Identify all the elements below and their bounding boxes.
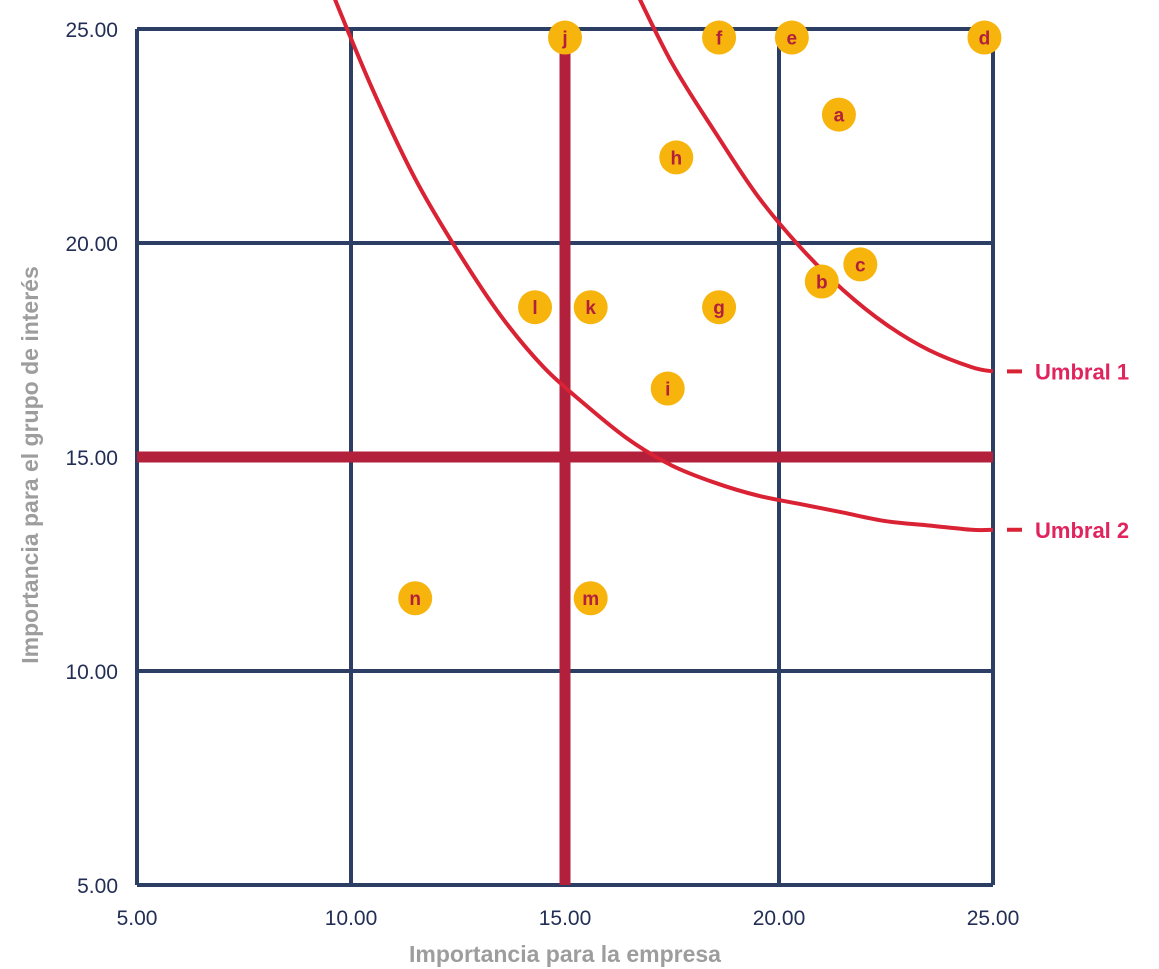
- y-tick-label: 10.00: [65, 661, 118, 684]
- threshold-label-1: Umbral 1: [1035, 359, 1129, 384]
- x-tick-label: 10.00: [325, 907, 378, 930]
- threshold-curves: [333, 0, 994, 533]
- data-point-label: c: [855, 255, 866, 276]
- data-point-label: f: [716, 29, 723, 50]
- data-point: [518, 290, 553, 325]
- x-tick-label: 20.00: [753, 907, 806, 930]
- data-point-label: i: [665, 380, 670, 401]
- data-point: [398, 581, 433, 616]
- tick-labels: 5.00 10.00 15.00 20.00 25.00 5.00 10.00 15.00 20…: [65, 19, 1019, 930]
- y-axis-label: Importancia para el grupo de interés: [17, 266, 43, 664]
- data-point-label: l: [532, 298, 537, 319]
- y-tick-label: 25.00: [65, 19, 118, 42]
- x-axis-label: Importancia para la empresa: [409, 941, 721, 967]
- threshold-curve-2: [333, 0, 994, 533]
- data-point: [821, 97, 856, 132]
- quadrant-dividers: [137, 29, 993, 885]
- labels: Importancia para la empresa Importancia …: [17, 266, 1129, 967]
- data-point-label: j: [561, 29, 567, 50]
- data-point: [774, 20, 809, 55]
- data-point: [804, 264, 839, 299]
- y-tick-label: 5.00: [77, 875, 118, 898]
- data-point-label: m: [582, 589, 599, 610]
- y-tick-label: 15.00: [65, 447, 118, 470]
- threshold-label-2: Umbral 2: [1035, 518, 1129, 543]
- x-tick-label: 5.00: [117, 907, 158, 930]
- data-points: a b c d e f g h i j k l m n: [398, 20, 1002, 616]
- data-point-label: k: [585, 298, 596, 319]
- data-point-label: h: [670, 148, 682, 169]
- data-point-label: b: [816, 273, 828, 294]
- data-point-label: a: [834, 106, 845, 127]
- x-tick-label: 25.00: [967, 907, 1020, 930]
- data-point: [702, 290, 737, 325]
- x-tick-label: 15.00: [539, 907, 592, 930]
- data-point-label: e: [787, 29, 798, 50]
- data-point-label: g: [713, 298, 725, 319]
- y-tick-label: 20.00: [65, 233, 118, 256]
- data-point: [573, 581, 608, 616]
- data-point: [573, 290, 608, 325]
- data-point: [843, 247, 878, 282]
- data-point: [659, 140, 694, 175]
- data-point: [650, 371, 685, 406]
- data-point: [548, 20, 582, 55]
- threshold-curve-1: [637, 0, 994, 374]
- data-point: [702, 20, 737, 55]
- data-point: [967, 20, 1002, 55]
- data-point-label: n: [409, 589, 421, 610]
- data-point-label: d: [979, 29, 991, 50]
